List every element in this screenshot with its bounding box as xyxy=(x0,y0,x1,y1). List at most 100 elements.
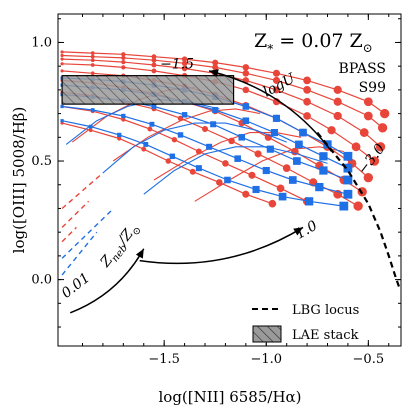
annotation-5: Zneb/Z⊙ xyxy=(97,220,144,273)
s99-z-track-1 xyxy=(102,122,287,174)
bpass-point xyxy=(165,158,171,164)
s99-point xyxy=(149,121,155,127)
bpass-dashed-track-0 xyxy=(61,226,77,243)
bpass-point xyxy=(151,54,157,60)
bpass-curve-1 xyxy=(62,54,383,129)
s99-point xyxy=(206,143,213,150)
s99-point xyxy=(117,132,122,138)
s99-point xyxy=(252,185,260,194)
s99-point xyxy=(60,119,64,123)
s99-point xyxy=(90,108,95,112)
bpass-point xyxy=(60,50,64,54)
s99-point xyxy=(266,145,274,153)
bpass-point xyxy=(248,171,256,179)
bpass-point xyxy=(359,128,369,137)
s99-point xyxy=(295,140,303,149)
s99-z-track-0 xyxy=(143,146,328,195)
bpass-point xyxy=(268,199,277,208)
s99-point xyxy=(343,163,353,173)
x-axis-label: log([NII] 6585/Hα) xyxy=(158,388,301,406)
y-tick-label: 0.5 xyxy=(31,154,52,169)
bpass-point xyxy=(60,62,64,66)
s99-point xyxy=(60,104,64,109)
bpass-point xyxy=(363,111,373,121)
bpass-point xyxy=(90,58,95,63)
bpass-point xyxy=(212,64,219,71)
bpass-point xyxy=(171,136,178,143)
arrow-0 xyxy=(208,70,333,152)
s99-point xyxy=(169,153,176,160)
s99-point xyxy=(305,197,314,206)
bpass-point xyxy=(222,160,229,167)
arrow-2 xyxy=(69,248,145,314)
bpass-point xyxy=(121,59,126,65)
s99-point xyxy=(212,107,219,114)
s99-point xyxy=(278,192,287,201)
lae-stack-box xyxy=(61,75,235,105)
bpass-point xyxy=(272,86,281,94)
bpass-point xyxy=(141,146,147,152)
bpass-point xyxy=(60,53,64,58)
s99-point xyxy=(242,103,250,110)
s99-point xyxy=(319,152,328,161)
s99-point xyxy=(343,189,353,199)
s99-point xyxy=(121,113,126,119)
s99-point xyxy=(299,128,307,137)
bpass-point xyxy=(121,117,126,122)
s99-point xyxy=(343,175,353,185)
bpass-point xyxy=(242,70,250,77)
bpass-point xyxy=(177,115,184,122)
bpass-point xyxy=(181,65,188,72)
x-tick-label: −0.5 xyxy=(353,352,385,367)
s99-point xyxy=(339,201,349,211)
bpass-point xyxy=(121,65,126,70)
bpass-point xyxy=(88,128,93,133)
bpass-point xyxy=(151,62,157,68)
s99-point xyxy=(293,157,301,165)
s99-point xyxy=(181,112,188,118)
s99-point xyxy=(315,182,324,192)
bpass-point xyxy=(242,190,250,198)
bpass-point xyxy=(60,69,64,73)
s99-point xyxy=(262,166,270,175)
bpass-point xyxy=(121,52,126,57)
bpass-point xyxy=(117,136,122,141)
bpass-point xyxy=(228,137,235,145)
bpass-point xyxy=(303,112,311,120)
bpass-point xyxy=(254,150,262,158)
arrow-head-1 xyxy=(293,227,303,236)
bpass-point xyxy=(216,179,223,186)
bpass-point xyxy=(242,86,250,94)
bpass-point xyxy=(242,64,250,71)
legend-lbg-label: LBG locus xyxy=(292,303,359,318)
legend-lae-swatch xyxy=(252,325,282,343)
bpass-point xyxy=(353,201,363,211)
y-tick-label: 0.0 xyxy=(31,273,52,288)
bpass-dashed-track-1 xyxy=(61,200,90,228)
s99-point xyxy=(151,104,157,109)
s99-point xyxy=(319,166,328,175)
bpass-point xyxy=(375,142,386,152)
bpass-point xyxy=(303,76,311,85)
bpass-point xyxy=(369,156,380,166)
annotation-4: 0.01 xyxy=(59,270,93,302)
arrow-1 xyxy=(139,226,304,265)
s99-point xyxy=(234,155,241,162)
x-tick-label: −1.5 xyxy=(148,352,180,367)
legend-lae-label: LAE stack xyxy=(292,328,359,343)
bpass-point xyxy=(90,54,95,59)
bpass-point xyxy=(181,60,188,67)
s99-point xyxy=(210,121,217,128)
arrow-head-0 xyxy=(209,69,219,77)
bpass-z-track-2 xyxy=(112,108,261,162)
bpass-point xyxy=(363,172,374,183)
bpass-point xyxy=(195,148,202,155)
s99-point xyxy=(177,132,184,138)
bpass-point xyxy=(333,111,342,121)
bpass-point xyxy=(282,164,291,172)
bpass-point xyxy=(351,142,361,152)
bpass-point xyxy=(377,123,388,133)
bpass-point xyxy=(121,55,126,61)
